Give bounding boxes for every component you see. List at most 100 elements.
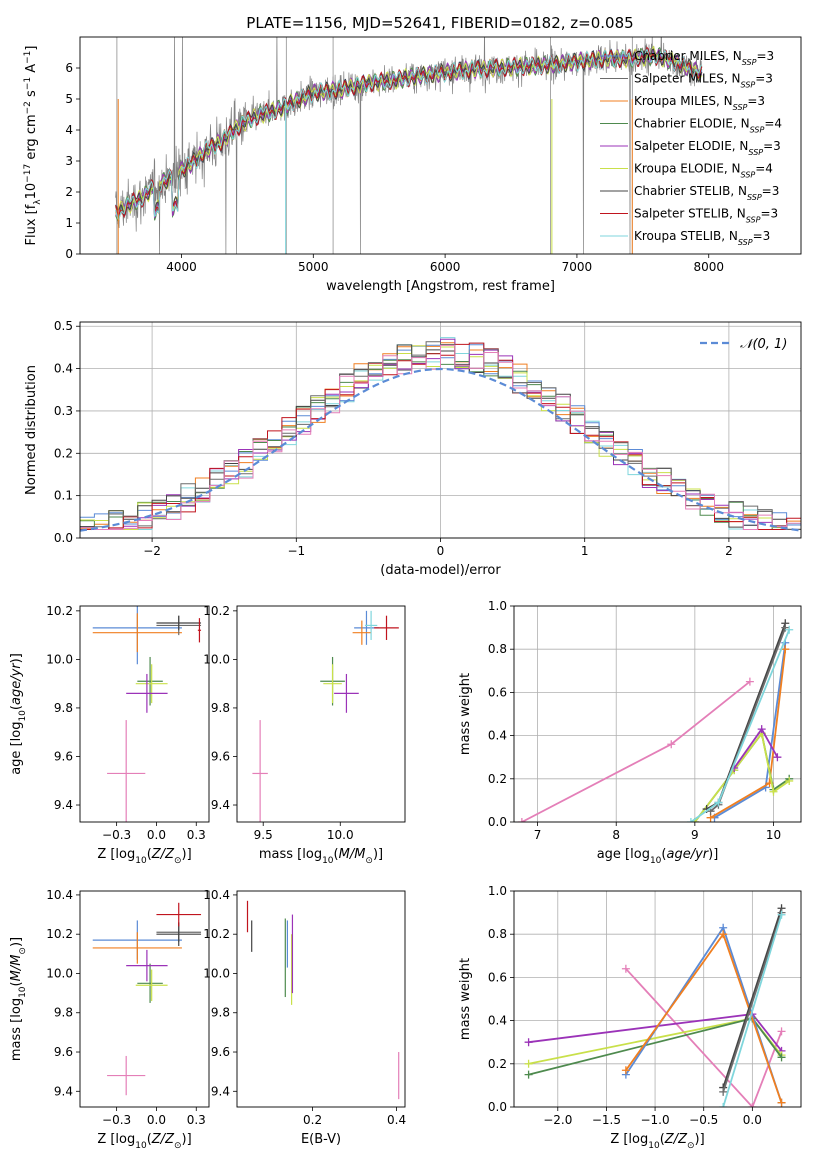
panel-mass_vs_Z: −0.3 0.0 0.39.49.69.810.010.210.4Z [log10(… [9,888,210,1151]
y-tick-label: 0.2 [488,1057,507,1071]
series-line [625,968,783,1107]
y-tick-label: 10.2 [203,604,230,618]
label-part: 10 [135,856,147,866]
series-line [521,680,751,822]
data-point [126,673,168,713]
data-point [135,664,168,704]
data-point [92,613,182,653]
label-part: mass weight [458,958,473,1040]
axis-label: age [log10(age/yr)] [597,847,719,866]
legend-sub: SSP [747,193,762,202]
data-point [334,673,359,713]
label-part: )] [9,937,24,947]
plot-area [517,619,794,822]
legend-entry: Chabrier ELODIE, NSSP=4 [634,117,782,135]
x-tick-label: −1.5 [592,1113,621,1127]
legend-name: Salpeter STELIB, N [634,207,746,221]
legend-sub: SSP [746,215,761,224]
label-part: ⊙ [365,856,373,866]
x-tick-label: 0.2 [303,1113,322,1127]
series-marker [748,1103,757,1107]
legend-nssp: =3 [756,49,774,63]
y-tick-label: 0.4 [488,729,507,743]
legend-name: Chabrier ELODIE, N [634,117,750,131]
legend-name: Chabrier MILES, N [634,49,742,63]
legend-sub: SSP [742,58,757,67]
label-part: age [log [9,722,24,775]
series-marker [773,753,782,762]
y-tick-label: 9.8 [211,701,230,715]
legend-name: Kroupa ELODIE, N [634,162,741,176]
series-marker [781,645,790,654]
data-point [252,720,268,822]
label-part: 10 [648,1141,660,1151]
axes-frame [79,36,802,255]
legend-sub: SSP [748,148,763,157]
x-tick-label: 0.3 [187,1113,206,1127]
legend-nssp: =3 [747,94,765,108]
legend-sub: SSP [741,170,756,179]
legend-entry: Salpeter MILES, NSSP=3 [634,72,773,90]
label-part: ( [660,1132,665,1147]
label-part: Z [log [97,1132,135,1147]
y-tick-label: 10.0 [203,966,230,980]
y-tick-label: 0.2 [54,446,73,460]
x-tick-label: 10 [766,828,781,842]
label-part: )] [182,1132,192,1147]
legend-name: Salpeter ELODIE, N [634,139,748,153]
label-part: Flux [f [24,204,39,245]
panel-age_vs_Z: −0.3 0.0 0.39.49.69.810.010.2Z [log10(Z/Z⊙… [9,604,210,866]
panel-residuals: −2 −1 0 1 2 0.0 0.1 0.2 0.3 0.4 0.5 𝒩(0, 1) (data-mo… [24,319,802,578]
legend-sub: SSP [750,125,765,134]
plot-area [524,904,786,1107]
panel-spectrum: 4000 5000 6000 7000 8000 0 1 2 3 4 5 6 Chabrier MILE… [23,36,802,294]
legend-nssp: =3 [753,229,771,243]
y-tick-label: 0.5 [54,319,73,333]
label-part: erg cm [24,114,39,163]
label-part: −1 [23,77,33,90]
label-part: 10 [18,710,28,722]
label-part: ⊙ [687,1141,695,1151]
panel-mass_vs_EBV: 0.2 0.4 9.4 9.6 9.8 10.0 10.2 10.4 E(B-V) [203,888,406,1147]
y-tick-label: 5 [65,92,73,106]
series-marker [777,1098,786,1107]
axes-frame [236,605,406,823]
label-part: −17 [23,164,33,183]
label-part: Z [log [97,847,135,862]
x-tick-label: 1 [581,544,589,558]
series-marker [769,787,778,796]
label-part: mass [log [259,847,322,862]
legend-name: Kroupa STELIB, N [634,229,738,243]
y-tick-label: 0 [65,247,73,261]
y-tick-label: 10.2 [203,927,230,941]
x-tick-label: 0.0 [147,828,166,842]
x-tick-label: 8 [612,828,620,842]
label-part: −1 [23,51,33,64]
y-tick-label: 9.4 [211,798,230,812]
axes-frame [79,321,802,539]
label-part: age/yr [666,847,709,862]
y-tick-label: 9.6 [54,1045,73,1059]
y-tick-label: 0.2 [488,772,507,786]
label-part: ] [24,46,39,51]
spectrum-model-line [115,46,703,218]
legend-sub: SSP [741,80,756,89]
label-part: )] [9,653,24,663]
series-marker [757,725,766,734]
legend-nssp: =4 [764,117,782,131]
label-part: ( [334,847,339,862]
histogram-step [80,344,801,530]
label-part: 10 [135,1141,147,1151]
y-tick-label: 0.0 [488,1100,507,1114]
spectrum-model-line [115,48,703,221]
series-marker [621,1066,630,1075]
data-point [107,1055,146,1096]
y-tick-label: 10.4 [46,888,73,902]
y-tick-label: 9.4 [211,1084,230,1098]
series-marker [777,910,786,919]
label-part: Z/Z [151,1132,175,1147]
series-marker [667,740,676,749]
